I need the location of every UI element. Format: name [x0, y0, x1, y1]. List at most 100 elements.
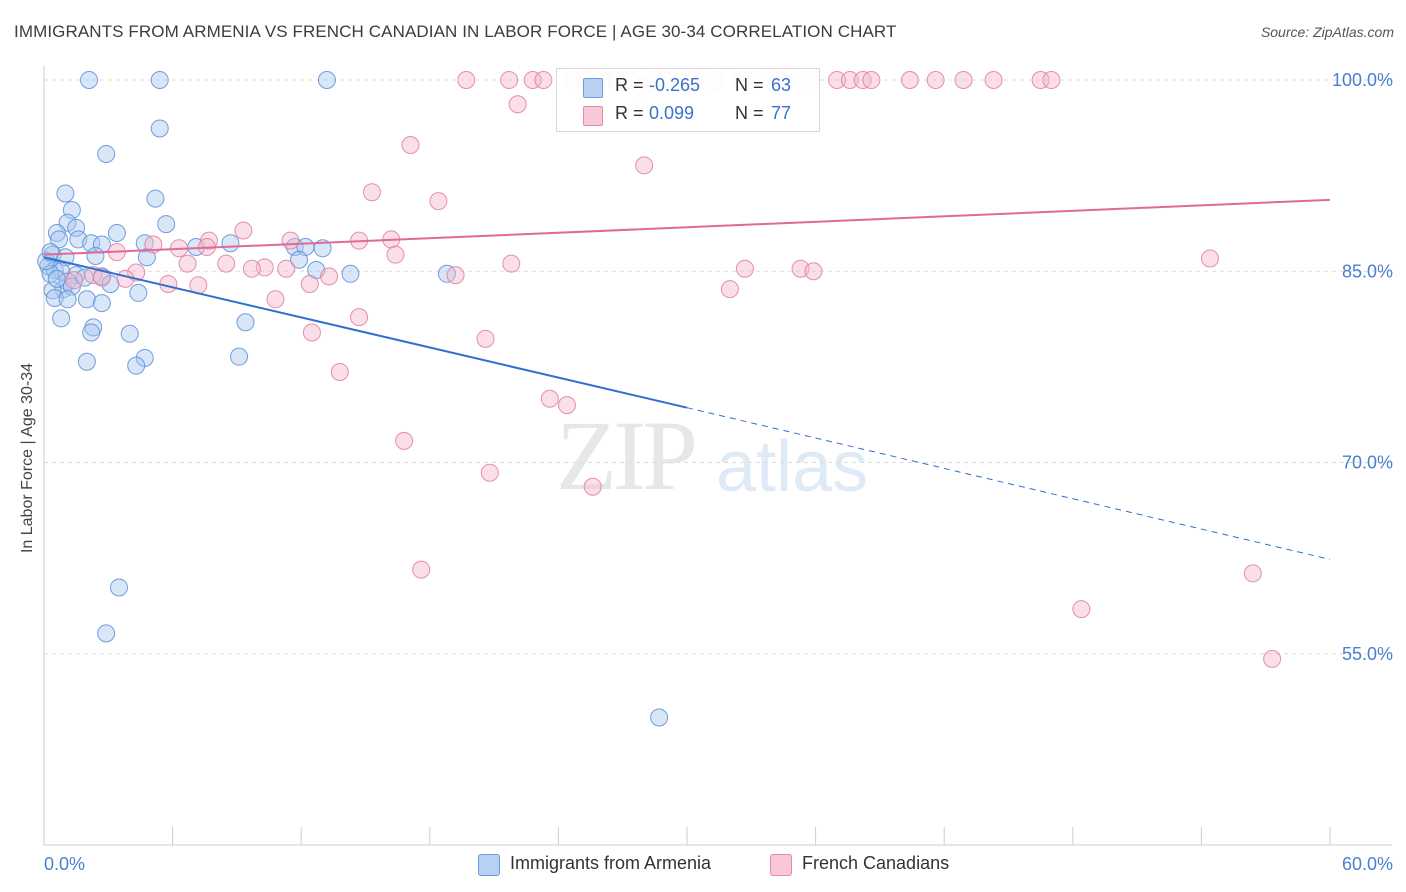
point-french-canadian	[1200, 249, 1219, 268]
point-french-canadian	[277, 259, 296, 278]
point-french-canadian	[1072, 600, 1091, 619]
legend-r-value: 0.099	[649, 103, 695, 123]
point-armenia	[86, 246, 105, 265]
point-french-canadian	[242, 259, 261, 278]
point-french-canadian	[234, 221, 253, 240]
point-french-canadian	[502, 254, 521, 273]
point-armenia	[43, 281, 62, 300]
x-tick-label: 60.0%	[1342, 854, 1393, 874]
point-armenia	[290, 250, 309, 269]
point-armenia	[67, 218, 86, 237]
point-french-canadian	[302, 323, 321, 342]
point-french-canadian	[386, 245, 405, 264]
point-french-canadian	[255, 258, 274, 277]
point-french-canadian	[840, 71, 859, 89]
point-french-canadian	[635, 156, 654, 175]
y-tick-label: 55.0%	[1342, 644, 1393, 664]
point-armenia	[82, 323, 101, 342]
point-french-canadian	[557, 396, 576, 415]
point-armenia	[230, 347, 249, 366]
point-french-canadian	[523, 71, 542, 89]
point-french-canadian	[330, 362, 349, 381]
point-armenia	[236, 313, 255, 332]
bottom-legend-label-french: French Canadians	[802, 853, 950, 873]
point-french-canadian	[217, 254, 236, 273]
legend-n-value: 63	[771, 75, 792, 95]
point-french-canadian	[984, 71, 1003, 89]
point-french-canadian	[720, 280, 739, 299]
point-armenia	[150, 119, 169, 138]
point-armenia	[47, 269, 66, 288]
point-armenia	[50, 230, 69, 249]
legend-r-label: R =	[615, 103, 644, 123]
legend-swatch-armenia	[583, 78, 603, 98]
point-french-canadian	[350, 308, 369, 327]
y-tick-label: 70.0%	[1342, 453, 1393, 473]
trendline-armenia	[43, 256, 688, 409]
point-french-canadian	[926, 71, 945, 89]
point-french-canadian	[429, 192, 448, 211]
point-french-canadian	[508, 95, 527, 114]
legend-swatch-french	[583, 106, 603, 126]
correlation-legend: R = -0.265 N = 63 R = 0.099 N = 77	[556, 68, 820, 132]
point-french-canadian	[116, 269, 135, 288]
point-french-canadian	[92, 268, 111, 287]
point-armenia	[56, 184, 75, 203]
point-french-canadian	[804, 262, 823, 281]
point-french-canadian	[540, 389, 559, 408]
point-armenia	[47, 224, 66, 242]
point-french-canadian	[828, 71, 847, 89]
point-french-canadian	[457, 71, 476, 89]
legend-n-value: 77	[771, 103, 792, 123]
point-french-canadian	[395, 431, 414, 450]
chart-title: IMMIGRANTS FROM ARMENIA VS FRENCH CANADI…	[14, 22, 897, 41]
point-french-canadian	[583, 477, 602, 496]
point-armenia	[110, 578, 129, 597]
point-french-canadian	[900, 71, 919, 89]
point-french-canadian	[144, 235, 163, 254]
point-french-canadian	[1031, 71, 1050, 89]
bottom-legend-swatch-armenia	[478, 854, 500, 876]
point-french-canadian	[401, 136, 420, 155]
point-french-canadian	[320, 267, 339, 286]
point-french-canadian	[446, 266, 465, 285]
x-tick-label: 0.0%	[44, 854, 85, 874]
point-armenia	[341, 264, 360, 283]
point-armenia	[37, 252, 56, 271]
point-armenia	[97, 144, 116, 163]
point-armenia	[45, 289, 64, 308]
legend-row-french: R = 0.099 N = 77	[557, 100, 819, 128]
point-armenia	[80, 71, 99, 89]
point-french-canadian	[178, 254, 197, 273]
point-french-canadian	[534, 71, 553, 89]
point-french-canadian	[266, 290, 285, 309]
point-armenia	[52, 309, 71, 328]
point-french-canadian	[281, 231, 300, 250]
point-armenia	[120, 324, 139, 343]
point-french-canadian	[1243, 564, 1262, 583]
y-tick-label: 85.0%	[1342, 261, 1393, 281]
legend-r-label: R =	[615, 75, 644, 95]
y-tick-label: 100.0%	[1332, 70, 1393, 90]
point-armenia	[129, 283, 148, 302]
point-french-canadian	[954, 71, 973, 89]
source-note: Source: ZipAtlas.com	[1260, 24, 1394, 40]
point-armenia	[92, 294, 111, 313]
point-french-canadian	[862, 71, 881, 89]
legend-n-label: N =	[735, 103, 764, 123]
point-french-canadian	[476, 329, 495, 348]
bottom-legend-swatch-french	[770, 854, 792, 876]
point-french-canadian	[200, 231, 219, 250]
point-armenia	[150, 71, 169, 89]
point-armenia	[127, 356, 146, 375]
point-armenia	[650, 708, 669, 727]
point-armenia	[317, 71, 336, 89]
point-armenia	[77, 352, 96, 371]
watermark-zip: ZIP	[556, 400, 698, 511]
trendline-armenia-extension	[686, 407, 1331, 560]
watermark-atlas: atlas	[716, 427, 869, 507]
legend-r-value: -0.265	[649, 75, 701, 95]
point-armenia	[97, 624, 116, 643]
point-armenia	[313, 239, 332, 258]
